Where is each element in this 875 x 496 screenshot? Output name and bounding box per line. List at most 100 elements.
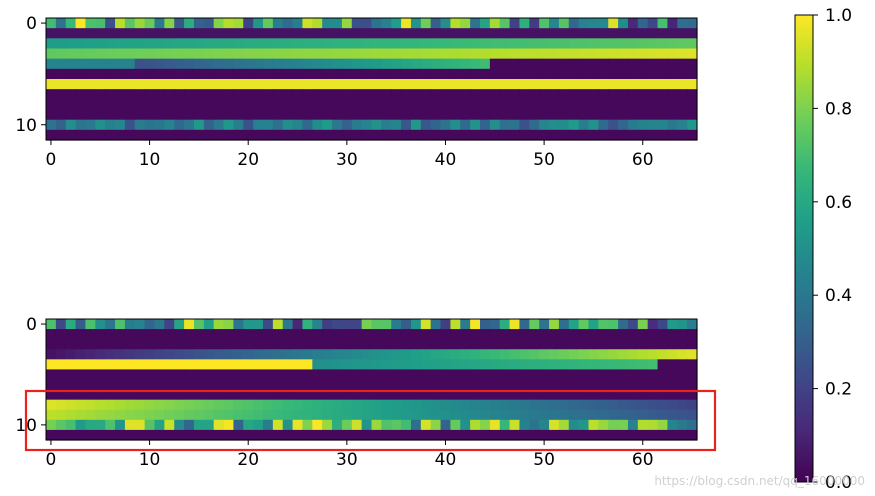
heatmap-cell [184, 58, 195, 70]
heatmap-cell [401, 429, 412, 441]
heatmap-cell [263, 359, 274, 371]
heatmap-cell [470, 28, 481, 39]
heatmap-cell [134, 89, 146, 100]
heatmap-cell [134, 99, 146, 111]
heatmap-cell [184, 409, 195, 421]
heatmap-cell [460, 89, 471, 100]
heatmap-cell [55, 409, 67, 421]
heatmap-cell [144, 18, 156, 29]
heatmap-cell [272, 79, 284, 90]
heatmap-cell [657, 38, 669, 50]
heatmap-cell [608, 319, 619, 330]
heatmap-cell [608, 369, 619, 381]
heatmap-cell [361, 89, 373, 100]
heatmap-cell [282, 399, 294, 411]
heatmap-cell [115, 28, 126, 39]
heatmap-cell [539, 18, 550, 29]
heatmap-cell [549, 379, 560, 391]
heatmap-cell [401, 419, 412, 431]
x-tick-label: 50 [533, 450, 555, 470]
heatmap-cell [568, 419, 580, 431]
heatmap-cell [558, 58, 570, 70]
heatmap-cell [440, 349, 452, 360]
heatmap-cell [75, 389, 87, 401]
heatmap-cell [203, 369, 215, 381]
heatmap-cell [568, 399, 580, 411]
heatmap-cell [203, 339, 215, 350]
heatmap-cell [647, 329, 659, 340]
heatmap-cell [85, 359, 96, 371]
heatmap-cell [430, 48, 442, 60]
heatmap-cell [509, 68, 521, 80]
heatmap-cell [509, 38, 521, 50]
heatmap-cell [509, 399, 521, 411]
heatmap-cell [253, 429, 264, 441]
heatmap-cell [134, 38, 146, 50]
heatmap-cell [430, 419, 442, 431]
heatmap-cell [519, 359, 530, 371]
heatmap-cell [124, 379, 136, 391]
heatmap-cell [322, 109, 333, 121]
heatmap-cell [420, 379, 432, 391]
heatmap-cell [223, 329, 235, 340]
heatmap-cell [312, 79, 323, 90]
heatmap-cell [588, 109, 599, 121]
heatmap-cell [75, 89, 87, 100]
heatmap-cell [687, 419, 698, 431]
heatmap-cell [292, 429, 304, 441]
x-tick-label: 40 [435, 450, 457, 470]
heatmap-cell [55, 48, 67, 60]
heatmap-cell [647, 429, 659, 441]
heatmap-cell [243, 119, 254, 131]
heatmap-cell [420, 109, 432, 121]
heatmap-cell [470, 429, 481, 441]
heatmap-cell [677, 58, 688, 70]
heatmap-cell [568, 329, 580, 340]
heatmap-cell [124, 349, 136, 360]
heatmap-cell [85, 429, 96, 441]
heatmap-cell [105, 409, 116, 421]
heatmap-cell [223, 319, 235, 330]
heatmap-cell [213, 369, 225, 381]
heatmap-cell [450, 58, 461, 70]
watermark: https://blog.csdn.net/qq_16000000 [654, 474, 865, 488]
heatmap-cell [657, 399, 669, 411]
heatmap-cell [312, 28, 323, 39]
heatmap-cell [470, 369, 481, 381]
heatmap-cell [529, 38, 540, 50]
heatmap-cell [203, 28, 215, 39]
heatmap-cell [213, 38, 225, 50]
heatmap-cell [46, 379, 57, 391]
heatmap-cell [647, 419, 659, 431]
colorbar-tick-label: 0.2 [825, 380, 852, 400]
heatmap-cell [687, 429, 698, 441]
heatmap-cell [519, 119, 530, 131]
heatmap-cell [243, 48, 254, 60]
heatmap-cell [85, 38, 96, 50]
heatmap-cell [124, 38, 136, 50]
heatmap-cell [164, 329, 175, 340]
heatmap-cell [46, 389, 57, 401]
heatmap-cell [489, 329, 501, 340]
heatmap-cell [144, 349, 156, 360]
heatmap-cell [499, 339, 511, 350]
heatmap-cell [598, 329, 609, 340]
heatmap-cell [282, 109, 294, 121]
heatmap-cell [420, 359, 432, 371]
heatmap-cell [470, 379, 481, 391]
heatmap-cell [381, 18, 392, 29]
heatmap-cell [332, 99, 343, 111]
heatmap-cell [470, 68, 481, 80]
heatmap-cell [529, 89, 540, 100]
heatmap-cell [174, 68, 185, 80]
heatmap-cell [637, 399, 649, 411]
heatmap-cell [174, 28, 185, 39]
heatmap-cell [302, 89, 313, 100]
heatmap-cell [410, 28, 422, 39]
heatmap-cell [174, 319, 185, 330]
heatmap-cell [154, 429, 165, 441]
heatmap-cell [203, 379, 215, 391]
heatmap-cell [65, 419, 77, 431]
heatmap-cell [184, 18, 195, 29]
heatmap-cell [588, 419, 599, 431]
